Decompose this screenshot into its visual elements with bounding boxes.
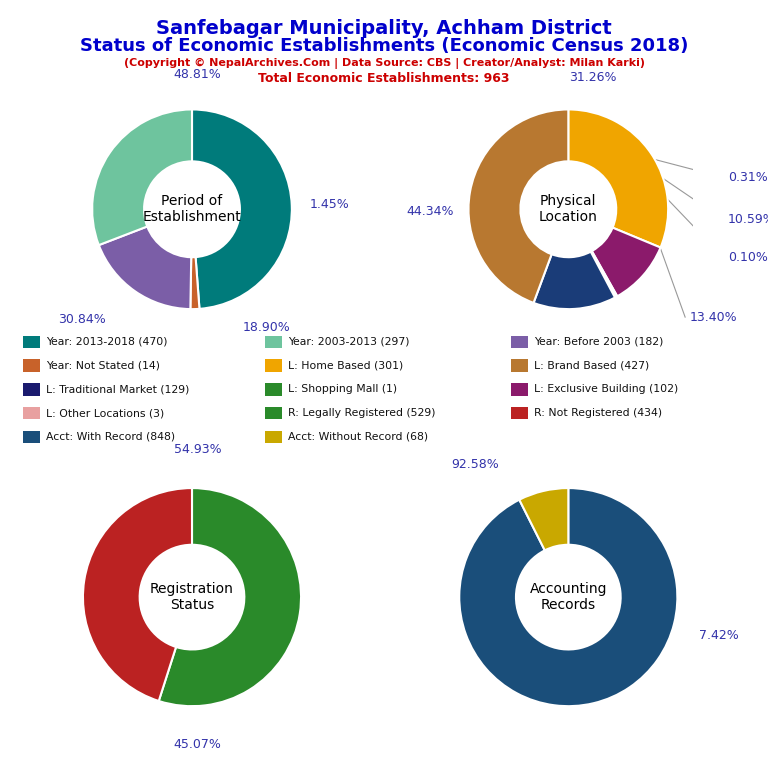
Wedge shape	[568, 109, 668, 247]
Text: 7.42%: 7.42%	[699, 629, 739, 642]
Text: Acct: With Record (848): Acct: With Record (848)	[46, 432, 175, 442]
Text: L: Shopping Mall (1): L: Shopping Mall (1)	[288, 384, 397, 395]
Text: 0.10%: 0.10%	[728, 250, 768, 263]
Text: 0.31%: 0.31%	[728, 170, 768, 184]
Wedge shape	[459, 488, 677, 706]
Text: Status of Economic Establishments (Economic Census 2018): Status of Economic Establishments (Econo…	[80, 37, 688, 55]
Text: L: Exclusive Building (102): L: Exclusive Building (102)	[534, 384, 678, 395]
Wedge shape	[159, 488, 301, 706]
Text: Year: Before 2003 (182): Year: Before 2003 (182)	[534, 336, 663, 347]
Text: Year: Not Stated (14): Year: Not Stated (14)	[46, 360, 160, 371]
Wedge shape	[592, 227, 660, 296]
Text: (Copyright © NepalArchives.Com | Data Source: CBS | Creator/Analyst: Milan Karki: (Copyright © NepalArchives.Com | Data So…	[124, 58, 644, 68]
Text: 92.58%: 92.58%	[452, 458, 499, 471]
Text: L: Traditional Market (129): L: Traditional Market (129)	[46, 384, 190, 395]
Text: Accounting
Records: Accounting Records	[530, 582, 607, 612]
Text: Physical
Location: Physical Location	[539, 194, 598, 224]
Text: 13.40%: 13.40%	[690, 310, 738, 323]
Text: Period of
Establishment: Period of Establishment	[143, 194, 241, 224]
Text: Registration
Status: Registration Status	[150, 582, 234, 612]
Text: 10.59%: 10.59%	[728, 213, 768, 226]
Text: R: Legally Registered (529): R: Legally Registered (529)	[288, 408, 435, 419]
Text: 45.07%: 45.07%	[174, 738, 221, 751]
Text: L: Home Based (301): L: Home Based (301)	[288, 360, 403, 371]
Text: Year: 2003-2013 (297): Year: 2003-2013 (297)	[288, 336, 409, 347]
Text: 31.26%: 31.26%	[570, 71, 617, 84]
Text: 54.93%: 54.93%	[174, 443, 221, 456]
Text: R: Not Registered (434): R: Not Registered (434)	[534, 408, 662, 419]
Text: Total Economic Establishments: 963: Total Economic Establishments: 963	[258, 72, 510, 85]
Wedge shape	[99, 227, 191, 309]
Text: 18.90%: 18.90%	[243, 320, 291, 333]
Wedge shape	[591, 251, 617, 297]
Text: Acct: Without Record (68): Acct: Without Record (68)	[288, 432, 428, 442]
Text: 48.81%: 48.81%	[173, 68, 221, 81]
Text: 44.34%: 44.34%	[407, 205, 455, 218]
Wedge shape	[519, 488, 568, 551]
Text: L: Brand Based (427): L: Brand Based (427)	[534, 360, 649, 371]
Text: Year: 2013-2018 (470): Year: 2013-2018 (470)	[46, 336, 167, 347]
Wedge shape	[591, 251, 615, 297]
Wedge shape	[92, 109, 192, 245]
Wedge shape	[190, 257, 200, 309]
Text: 1.45%: 1.45%	[310, 198, 349, 210]
Wedge shape	[192, 109, 292, 309]
Text: Sanfebagar Municipality, Achham District: Sanfebagar Municipality, Achham District	[156, 19, 612, 38]
Text: 30.84%: 30.84%	[58, 313, 106, 326]
Text: L: Other Locations (3): L: Other Locations (3)	[46, 408, 164, 419]
Wedge shape	[534, 252, 615, 309]
Wedge shape	[83, 488, 192, 701]
Wedge shape	[468, 109, 568, 303]
